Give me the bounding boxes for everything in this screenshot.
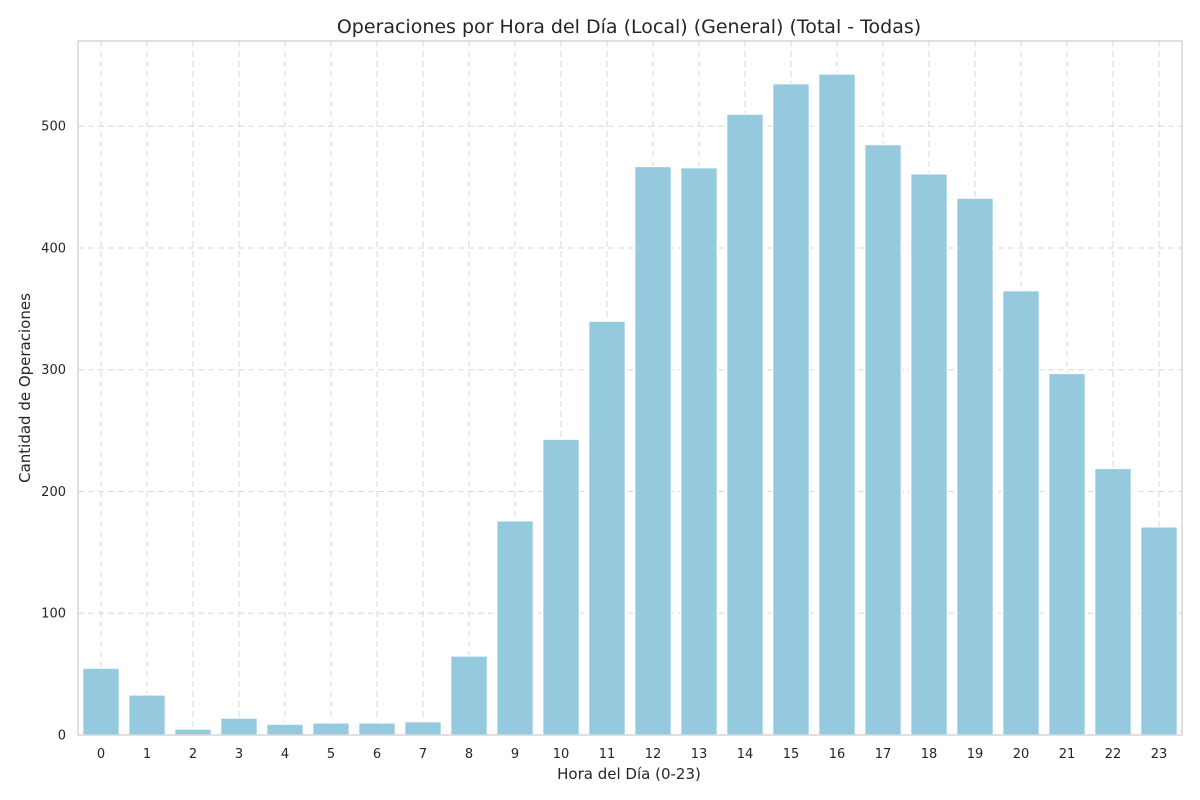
- x-tick-label: 6: [373, 747, 381, 762]
- bar-hour-10: [541, 438, 581, 736]
- bar-hour-13: [679, 166, 719, 736]
- bar-hour-6: [357, 722, 397, 736]
- y-tick-label: 200: [41, 485, 66, 500]
- x-tick-label: 13: [691, 747, 708, 762]
- x-tick-labels: 0 1 2 3 4 5 6 7 8 9 10 11 12 13 14 15 16 17 18 19 20 21 22 23: [97, 747, 1167, 762]
- y-tick-label: 400: [41, 241, 66, 256]
- bar-hour-0: [81, 667, 121, 736]
- x-tick-label: 19: [967, 747, 984, 762]
- x-tick-label: 21: [1059, 747, 1076, 762]
- x-tick-label: 17: [875, 747, 892, 762]
- x-tick-label: 12: [645, 747, 662, 762]
- x-tick-label: 3: [235, 747, 243, 762]
- y-tick-label: 500: [41, 120, 66, 135]
- y-tick-label: 300: [41, 363, 66, 378]
- bar-hour-15: [771, 82, 811, 736]
- x-tick-label: 5: [327, 747, 335, 762]
- bars: [81, 73, 1179, 736]
- bar-hour-7: [403, 720, 443, 736]
- x-tick-label: 7: [419, 747, 427, 762]
- x-tick-label: 0: [97, 747, 105, 762]
- bar-hour-14: [725, 113, 765, 736]
- bar-hour-17: [863, 143, 903, 736]
- y-axis-label: Cantidad de Operaciones: [16, 293, 34, 483]
- bar-hour-12: [633, 165, 673, 736]
- bar-hour-23: [1139, 526, 1179, 736]
- bar-hour-19: [955, 197, 995, 736]
- bar-hour-2: [173, 728, 213, 736]
- y-tick-labels: 0 100 200 300 400 500: [41, 120, 66, 744]
- x-tick-label: 15: [783, 747, 800, 762]
- x-tick-label: 23: [1151, 747, 1168, 762]
- bar-hour-1: [127, 694, 167, 736]
- chart-title: Operaciones por Hora del Día (Local) (Ge…: [337, 16, 921, 38]
- x-tick-label: 10: [553, 747, 570, 762]
- bar-hour-5: [311, 722, 351, 736]
- y-tick-label: 0: [58, 729, 66, 744]
- bar-hour-16: [817, 73, 857, 736]
- x-tick-label: 9: [511, 747, 519, 762]
- x-tick-label: 20: [1013, 747, 1030, 762]
- x-tick-label: 4: [281, 747, 289, 762]
- x-tick-label: 16: [829, 747, 846, 762]
- bar-hour-3: [219, 717, 259, 736]
- y-tick-label: 100: [41, 607, 66, 622]
- bar-hour-9: [495, 519, 535, 736]
- bar-hour-4: [265, 723, 305, 736]
- bar-hour-11: [587, 320, 627, 736]
- x-tick-label: 18: [921, 747, 938, 762]
- plot-frame: [77, 40, 1183, 736]
- x-tick-label: 8: [465, 747, 473, 762]
- bar-hour-8: [449, 655, 489, 736]
- x-tick-label: 14: [737, 747, 754, 762]
- x-tick-label: 2: [189, 747, 197, 762]
- x-axis-label: Hora del Día (0-23): [557, 765, 701, 783]
- bar-hour-22: [1093, 467, 1133, 736]
- bar-hour-20: [1001, 289, 1041, 736]
- x-tick-label: 1: [143, 747, 151, 762]
- x-tick-label: 22: [1105, 747, 1122, 762]
- bar-hour-18: [909, 172, 949, 736]
- x-tick-label: 11: [599, 747, 616, 762]
- bar-hour-21: [1047, 372, 1087, 736]
